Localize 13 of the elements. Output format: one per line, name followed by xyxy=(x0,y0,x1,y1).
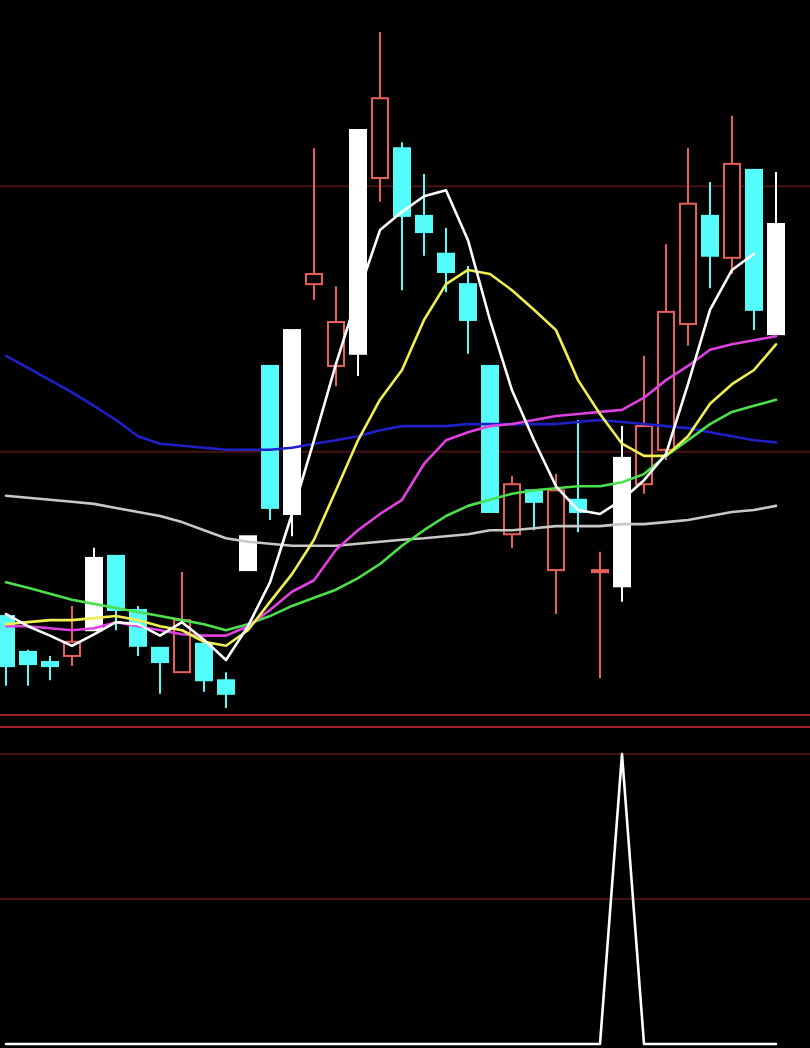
candlestick xyxy=(459,264,477,355)
candlestick xyxy=(195,642,213,693)
candlestick xyxy=(327,285,345,388)
candlestick xyxy=(41,654,59,682)
candlestick xyxy=(19,648,37,687)
candlestick xyxy=(151,646,169,695)
candlestick xyxy=(415,172,433,257)
candlestick xyxy=(305,147,323,301)
candlestick xyxy=(701,181,719,290)
candlestick xyxy=(591,550,609,680)
candlestick xyxy=(437,227,455,294)
candlestick xyxy=(239,535,257,572)
candlestick xyxy=(217,671,235,709)
